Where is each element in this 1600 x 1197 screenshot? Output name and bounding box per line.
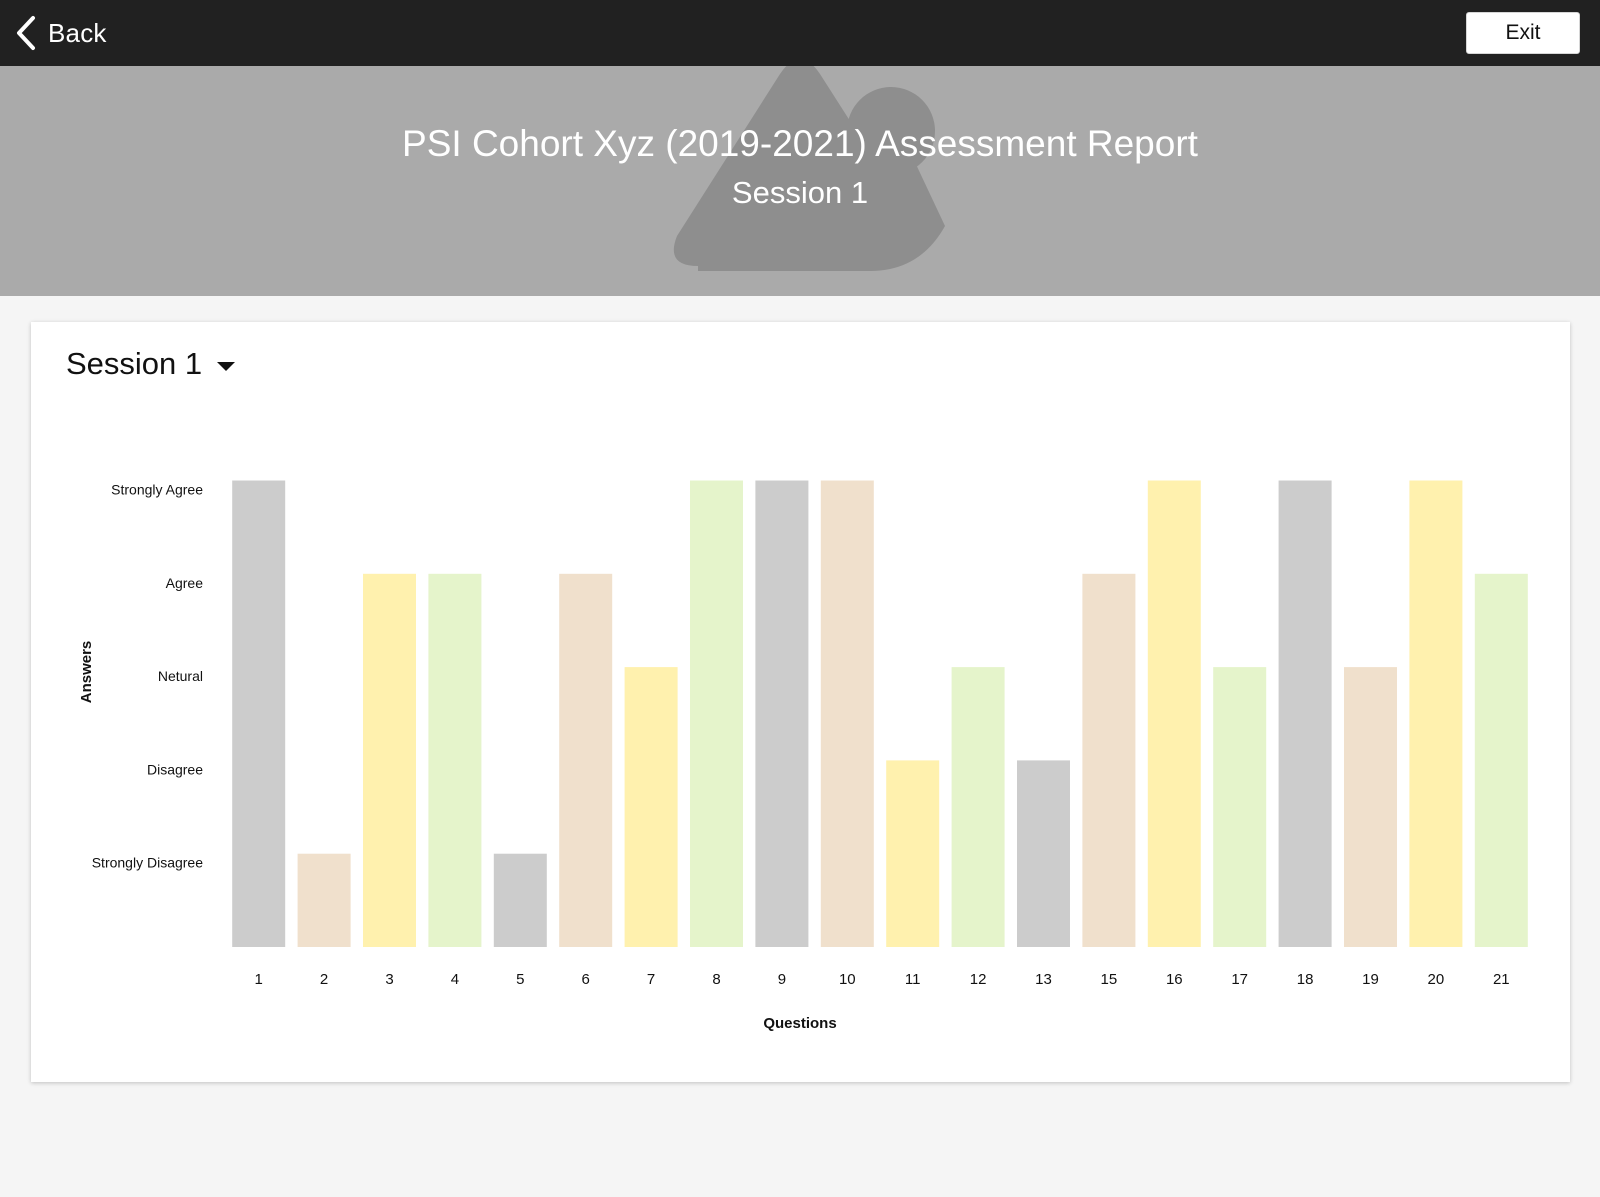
x-tick-label: 21 (1493, 971, 1510, 988)
x-tick-label: 18 (1297, 971, 1314, 988)
top-bar: Back Exit (0, 0, 1600, 66)
x-tick-label: 11 (905, 971, 921, 988)
x-tick-label: 20 (1428, 971, 1445, 988)
x-tick-labels: 1 2 3 4 5 6 7 8 9 10 11 12 13 15 16 17 18 19 20 21 (255, 971, 1510, 988)
bar-question-21 (1474, 573, 1528, 947)
x-tick-label: 1 (255, 971, 263, 988)
bar-question-5 (493, 853, 547, 947)
x-tick-label: 2 (320, 971, 328, 988)
x-tick-label: 16 (1166, 971, 1183, 988)
report-subtitle: Session 1 (731, 175, 869, 210)
x-tick-label: 19 (1362, 971, 1379, 988)
back-button[interactable]: Back (14, 13, 107, 53)
caret-down-icon (217, 362, 236, 371)
y-axis-label: Answers (78, 641, 95, 704)
y-tick-label: Strongly Agree (111, 482, 203, 498)
image-placeholder-icon (673, 66, 945, 271)
y-tick-label: Agree (166, 575, 204, 591)
y-tick-label: Strongly Disagree (92, 855, 203, 871)
report-card: Session 1 1 2 3 4 5 6 7 8 9 10 11 12 13 15 16 17 18 19 20 2… (31, 322, 1570, 1082)
x-tick-label: 4 (451, 971, 459, 988)
bar-question-11 (886, 760, 940, 947)
bar-question-1 (232, 480, 286, 947)
session-dropdown[interactable]: Session 1 (66, 342, 236, 386)
bar-question-2 (297, 853, 351, 947)
bar-question-17 (1213, 667, 1267, 947)
bar-question-4 (428, 573, 482, 947)
bar-question-18 (1278, 480, 1332, 947)
bar-question-7 (624, 667, 678, 947)
bar-question-16 (1147, 480, 1201, 947)
x-tick-label: 3 (385, 971, 393, 988)
session-dropdown-label: Session 1 (66, 346, 203, 381)
bar-question-12 (951, 667, 1005, 947)
bar-question-13 (1017, 760, 1070, 947)
report-banner: PSI Cohort Xyz (2019-2021) Assessment Re… (0, 66, 1600, 296)
bar-group (232, 480, 1528, 947)
y-tick-label: Disagree (147, 761, 203, 777)
y-tick-labels: Strongly Disagree Disagree Netural Agree Str… (92, 482, 203, 871)
x-tick-label: 10 (839, 971, 856, 988)
x-tick-label: 12 (970, 971, 987, 988)
exit-button[interactable]: Exit (1466, 12, 1580, 54)
bar-question-19 (1344, 667, 1397, 947)
x-tick-label: 9 (778, 971, 786, 988)
x-tick-label: 7 (647, 971, 655, 988)
bar-question-20 (1409, 480, 1463, 947)
answers-bar-chart: 1 2 3 4 5 6 7 8 9 10 11 12 13 15 16 17 18 19 20 21 Strongly… (78, 480, 1528, 1032)
bar-question-3 (363, 573, 416, 947)
bar-question-6 (559, 573, 613, 947)
bar-question-8 (690, 480, 743, 947)
x-tick-label: 8 (712, 971, 720, 988)
x-tick-label: 13 (1035, 971, 1052, 988)
x-tick-label: 5 (516, 971, 524, 988)
x-tick-label: 6 (582, 971, 590, 988)
report-title: PSI Cohort Xyz (2019-2021) Assessment Re… (402, 123, 1198, 164)
bar-question-9 (755, 480, 809, 947)
bar-question-10 (820, 480, 874, 947)
bar-question-15 (1082, 573, 1136, 947)
x-tick-label: 17 (1231, 971, 1248, 988)
x-tick-label: 15 (1101, 971, 1118, 988)
y-tick-label: Netural (158, 668, 203, 684)
back-label: Back (48, 17, 107, 48)
x-axis-label: Questions (763, 1015, 836, 1032)
chevron-left-icon (17, 16, 35, 50)
